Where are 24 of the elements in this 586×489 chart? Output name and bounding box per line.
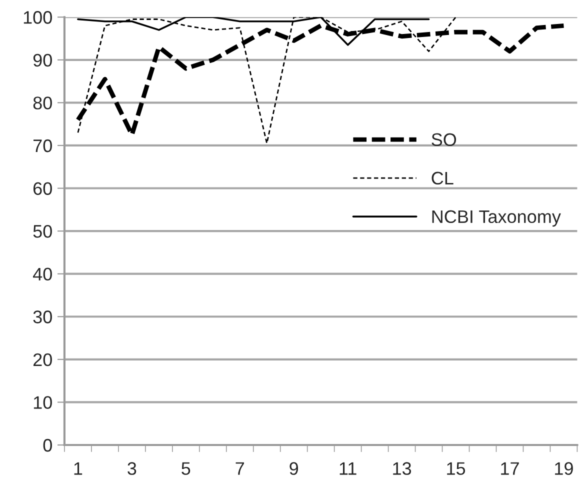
y-tick-label: 80 (33, 96, 52, 110)
y-tick-label: 100 (24, 11, 52, 24)
y-tick-label: 0 (43, 438, 52, 452)
legend-label: CL (432, 172, 454, 185)
x-tick-label: 3 (128, 462, 136, 475)
y-tick-label: 50 (33, 224, 52, 238)
legend-label: NCBI Taxonomy (432, 210, 561, 227)
y-tick-label: 10 (34, 396, 52, 409)
y-tick-label: 40 (32, 268, 52, 281)
legend-label: SO (432, 133, 456, 146)
x-tick-label: 17 (501, 462, 519, 475)
y-tick-label: 30 (33, 310, 52, 324)
y-tick-label: 90 (33, 54, 52, 67)
x-tick-label: 11 (340, 462, 356, 475)
x-tick-label: 15 (447, 462, 466, 475)
x-tick-label: 13 (393, 462, 412, 475)
x-tick-label: 19 (555, 462, 573, 475)
x-tick-label: 9 (290, 462, 298, 475)
x-tick-label: 1 (74, 462, 82, 475)
y-tick-label: 60 (33, 182, 52, 195)
y-tick-label: 70 (34, 139, 52, 152)
x-tick-label: 7 (236, 462, 244, 475)
y-tick-label: 20 (33, 353, 52, 366)
x-tick-label: 5 (182, 462, 190, 475)
